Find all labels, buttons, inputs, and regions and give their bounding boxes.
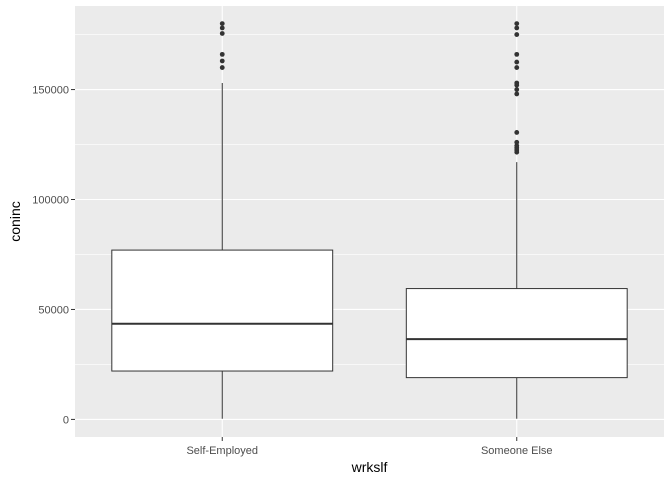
outlier-point	[514, 143, 520, 149]
y-tick-label: 50000	[38, 304, 69, 316]
outlier-point	[514, 87, 520, 92]
outlier-point	[514, 80, 520, 86]
y-tick-label: 0	[63, 414, 69, 426]
outlier-point	[514, 59, 520, 65]
x-tick-label: Someone Else	[481, 445, 553, 457]
box	[405, 288, 628, 379]
box	[111, 249, 334, 372]
x-tick-label: Self-Employed	[186, 445, 258, 457]
outlier-point	[514, 91, 520, 97]
box-group	[111, 21, 334, 419]
outlier-point	[219, 21, 225, 26]
y-axis: 0 50000 100000 150000	[32, 85, 75, 426]
outlier-point	[219, 51, 225, 57]
outlier-point	[514, 139, 520, 145]
outlier-point	[219, 65, 225, 70]
outlier-point	[219, 58, 225, 64]
outlier-point	[219, 25, 225, 31]
boxes	[111, 21, 628, 419]
outlier-point	[219, 31, 225, 36]
outlier-point	[514, 21, 520, 26]
x-axis: Self-Employed Someone Else	[186, 437, 553, 457]
y-tick-label: 150000	[32, 85, 69, 97]
box-group	[405, 21, 628, 419]
x-axis-title: wrkslf	[351, 459, 388, 475]
outlier-point	[514, 130, 520, 135]
outlier-point	[514, 32, 520, 37]
y-axis-title: coninc	[7, 201, 23, 241]
y-tick-label: 100000	[32, 195, 69, 207]
outlier-point	[514, 51, 520, 57]
outlier-point	[514, 65, 520, 70]
outlier-point	[514, 25, 520, 31]
